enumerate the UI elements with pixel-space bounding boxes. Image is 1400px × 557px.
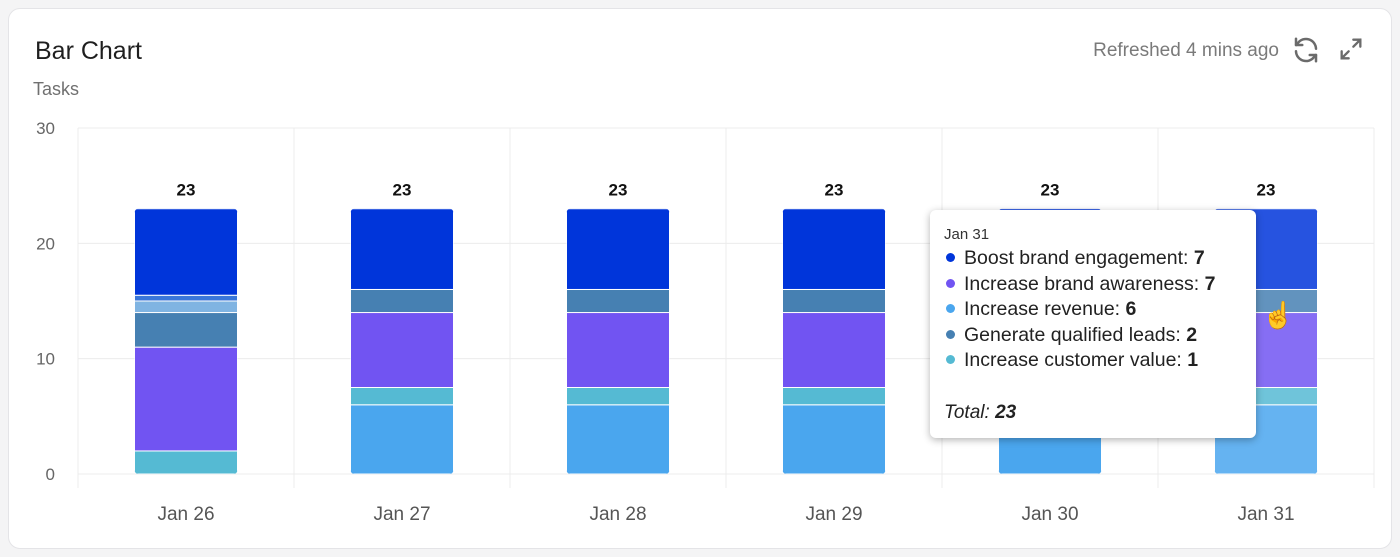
bar-segment — [134, 312, 238, 348]
tooltip-row-value: 1 — [1187, 349, 1199, 371]
expand-icon[interactable] — [1337, 35, 1367, 65]
bar-segment — [134, 450, 238, 474]
bar-segment — [350, 312, 454, 388]
bar-segment — [350, 387, 454, 406]
bar-segment — [350, 208, 454, 290]
tooltip-row-label: Generate qualified leads: — [964, 323, 1187, 346]
x-tick-label: Jan 29 — [805, 504, 862, 525]
series-dot-icon — [946, 304, 955, 314]
tooltip-row: Generate qualified leads: 2 — [944, 323, 1242, 349]
bar-segment — [350, 288, 454, 314]
chart-title: Bar Chart — [35, 37, 142, 65]
bar-segment — [134, 208, 238, 296]
bar-segment — [134, 346, 238, 452]
bar-segment — [782, 312, 886, 388]
bar-total-label: 23 — [177, 181, 196, 200]
bar-segment — [566, 208, 670, 290]
tooltip-total-value: 23 — [995, 401, 1017, 423]
tooltip-row: Increase revenue: 6 — [944, 297, 1242, 323]
bar-segment — [566, 312, 670, 388]
bar-segment — [350, 404, 454, 474]
chart-subtitle: Tasks — [33, 79, 80, 99]
x-tick-label: Jan 30 — [1021, 504, 1078, 525]
refreshed-status: Refreshed 4 mins ago — [1093, 40, 1279, 61]
bar-segment — [782, 288, 886, 314]
bar-segment — [566, 404, 670, 474]
series-dot-icon — [946, 253, 955, 263]
tooltip-row-label: Boost brand engagement: — [964, 247, 1194, 269]
tooltip-row: Boost brand engagement: 7 — [944, 246, 1242, 272]
x-tick-label: Jan 27 — [373, 504, 430, 525]
x-tick-label: Jan 26 — [157, 504, 214, 525]
x-tick-label: Jan 31 — [1237, 504, 1294, 525]
tooltip-row-label: Increase brand awareness: — [964, 272, 1205, 295]
bar-segment — [134, 294, 238, 302]
series-dot-icon — [946, 355, 955, 365]
tooltip-total: Total: 23 — [944, 402, 1242, 424]
x-tick-label: Jan 28 — [589, 504, 646, 525]
y-tick-label: 0 — [46, 465, 55, 484]
tooltip-row-label: Increase customer value: — [964, 349, 1188, 371]
tooltip-date: Jan 31 — [944, 226, 990, 243]
y-tick-label: 30 — [36, 119, 55, 138]
refresh-icon[interactable] — [1291, 35, 1321, 65]
bar-segment — [134, 300, 238, 314]
tooltip-row-value: 2 — [1186, 323, 1198, 346]
tooltip-row: Increase brand awareness: 7 — [944, 272, 1242, 298]
bar-segment — [566, 288, 670, 314]
bar-segment — [782, 208, 886, 290]
bar-segment — [782, 387, 886, 406]
tooltip-row-value: 7 — [1204, 272, 1216, 295]
hand-cursor-icon: ☝ — [1262, 300, 1295, 330]
tooltip-row: Increase customer value: 1 — [944, 348, 1242, 374]
tooltip-row-value: 7 — [1193, 247, 1205, 269]
bar-segment — [782, 404, 886, 474]
y-tick-label: 20 — [36, 234, 55, 253]
series-dot-icon — [946, 278, 955, 288]
y-tick-label: 10 — [36, 350, 55, 369]
bar-total-label: 23 — [393, 181, 412, 200]
tooltip-total-label: Total: — [944, 401, 996, 423]
tooltip: Jan 31 Boost brand engagement: 7 Increase… — [930, 210, 1256, 438]
bar-segment — [566, 387, 670, 406]
bar-total-label: 23 — [1257, 181, 1276, 200]
tooltip-row-label: Increase revenue: — [964, 298, 1126, 320]
bar-total-label: 23 — [609, 181, 628, 200]
bar-total-label: 23 — [825, 181, 844, 200]
bar-total-label: 23 — [1041, 181, 1060, 200]
series-dot-icon — [946, 329, 955, 339]
tooltip-row-value: 6 — [1125, 298, 1137, 320]
